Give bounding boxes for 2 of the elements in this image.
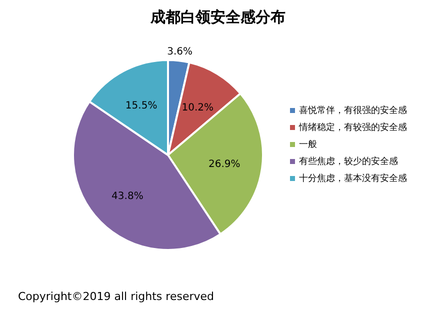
annotation: Copyright©2019 all rights reserved: [18, 290, 214, 303]
title: 成都白领安全感分布: [150, 8, 286, 26]
